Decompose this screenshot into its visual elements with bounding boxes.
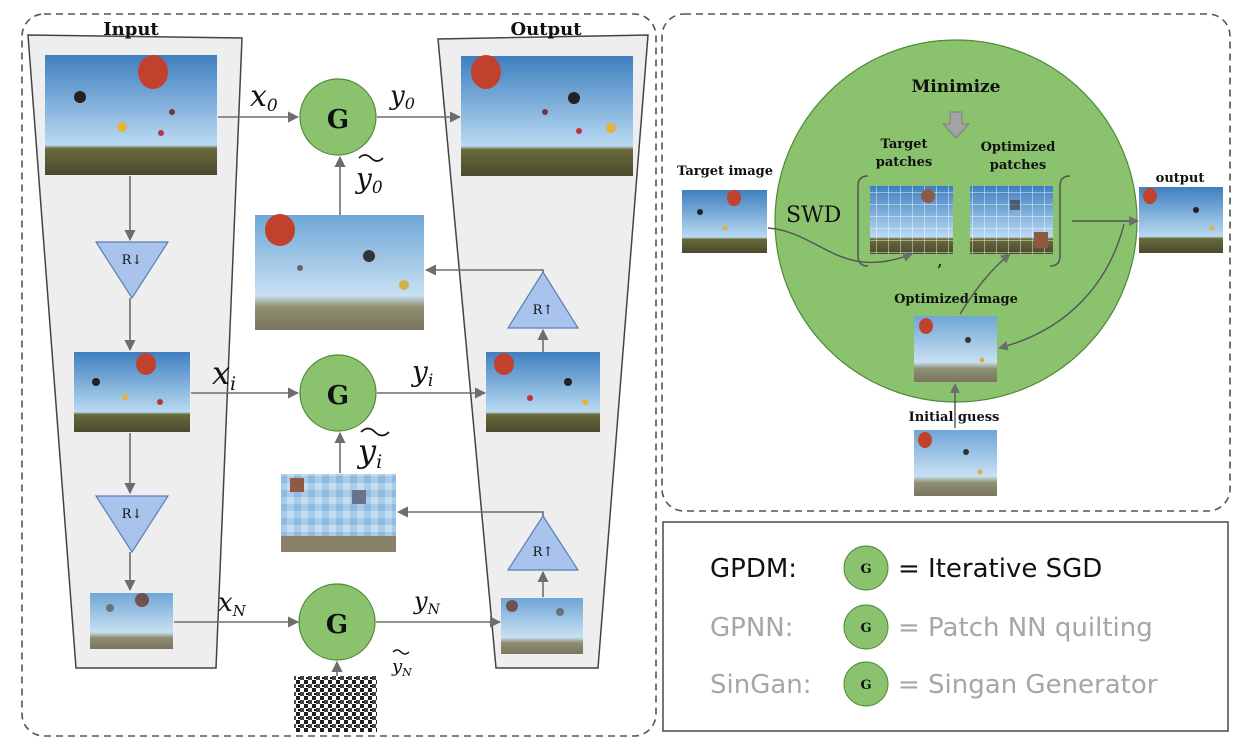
arrow-opt-image-to-patches — [959, 253, 1011, 315]
y0-tilde-mark — [358, 154, 384, 162]
yN-tilde-mark — [392, 649, 410, 655]
optimized-patches-image — [970, 186, 1053, 254]
output-image-level-i — [486, 352, 600, 432]
target-image-label: Target image — [677, 164, 773, 179]
yi-label: yi — [410, 355, 433, 391]
legend-g-icon-singan — [843, 661, 889, 707]
legend-g-label-gpdm: G — [860, 562, 871, 577]
resize-up-label-2: R↑ — [533, 545, 554, 560]
output-image-level0 — [461, 55, 633, 176]
noise-image — [294, 676, 377, 732]
arrow-target-to-patches — [767, 227, 913, 264]
optimized-image-label: Optimized image — [894, 292, 1018, 307]
xi-label: xi — [212, 354, 236, 395]
legend-row-gpdm: GPDM: G = Iterative SGD — [710, 545, 1102, 591]
left-panel-frame — [21, 13, 657, 737]
yN-tilde-label: yN — [391, 656, 412, 679]
input-image-level-N — [90, 593, 173, 649]
arrow-up1-to-image — [424, 264, 544, 276]
legend-desc-singan: = Singan Generator — [898, 670, 1158, 700]
output-image-level-N — [501, 598, 583, 654]
output-label: Output — [510, 19, 582, 40]
yi-tilde-label: yi — [356, 432, 382, 473]
generator-label-0: G — [327, 105, 349, 135]
swd-label: SWD — [786, 203, 841, 228]
target-patches-image — [870, 186, 953, 254]
optimized-patches-label-2: patches — [990, 158, 1046, 173]
resize-up-triangle-2 — [506, 514, 580, 571]
arrow-up2-to-image — [396, 506, 544, 518]
legend-desc-gpnn: = Patch NN quilting — [898, 613, 1153, 643]
legend-name-gpdm: GPDM: — [710, 554, 797, 584]
resize-down-label-2: R↓ — [122, 507, 143, 522]
resize-up-label-1: R↑ — [533, 303, 554, 318]
upsampled-image-i — [281, 474, 396, 552]
right-panel-frame — [661, 13, 1231, 512]
output-label-right: output — [1156, 171, 1205, 186]
resize-up-triangle-1 — [506, 270, 580, 329]
legend-g-label-gpnn: G — [860, 621, 871, 636]
xN-label: xN — [218, 588, 247, 620]
legend-g-label-singan: G — [860, 678, 871, 693]
legend-g-icon-gpnn — [843, 604, 889, 650]
output-image-right — [1139, 187, 1223, 253]
input-label: Input — [103, 19, 159, 40]
yN-label: yN — [413, 587, 441, 618]
generator-node-N — [298, 583, 376, 661]
input-image-level-i — [74, 352, 190, 432]
yi-tilde-mark — [360, 427, 390, 437]
generator-label-i: G — [327, 381, 349, 411]
y0-tilde-label: y0 — [354, 162, 383, 198]
target-image — [682, 190, 767, 253]
legend-g-icon-gpdm — [843, 545, 889, 591]
legend-row-singan: SinGan: G = Singan Generator — [710, 661, 1158, 707]
initial-guess-label: Initial guess — [909, 410, 1000, 425]
optimized-patches-label-1: Optimized — [981, 140, 1056, 155]
resize-down-triangle-1 — [94, 241, 170, 300]
bracket-right — [1049, 175, 1071, 267]
comma-separator: , — [937, 250, 943, 271]
x0-label: x0 — [250, 79, 278, 116]
upsampled-image-0 — [255, 214, 424, 330]
target-patches-label-1: Target — [880, 137, 927, 152]
bracket-left — [857, 175, 869, 267]
minimize-title: Minimize — [911, 77, 1000, 97]
arrow-update-opt-image — [998, 223, 1125, 351]
legend-desc-gpdm: = Iterative SGD — [898, 554, 1102, 584]
legend-row-gpnn: GPNN: G = Patch NN quilting — [710, 604, 1153, 650]
minimize-down-arrow — [941, 111, 971, 139]
input-funnel — [27, 34, 243, 669]
generator-node-i — [299, 354, 377, 432]
optimized-image — [914, 316, 997, 382]
resize-down-triangle-2 — [94, 495, 170, 554]
initial-guess-image — [914, 430, 997, 496]
y0-label: y0 — [389, 81, 415, 113]
generator-label-N: G — [326, 610, 348, 640]
generator-node-0 — [299, 78, 377, 156]
legend-box — [662, 521, 1229, 732]
target-patches-label-2: patches — [876, 155, 932, 170]
input-image-level0 — [45, 55, 217, 175]
legend-name-gpnn: GPNN: — [710, 613, 793, 643]
resize-down-label-1: R↓ — [122, 253, 143, 268]
legend-name-singan: SinGan: — [710, 670, 812, 700]
